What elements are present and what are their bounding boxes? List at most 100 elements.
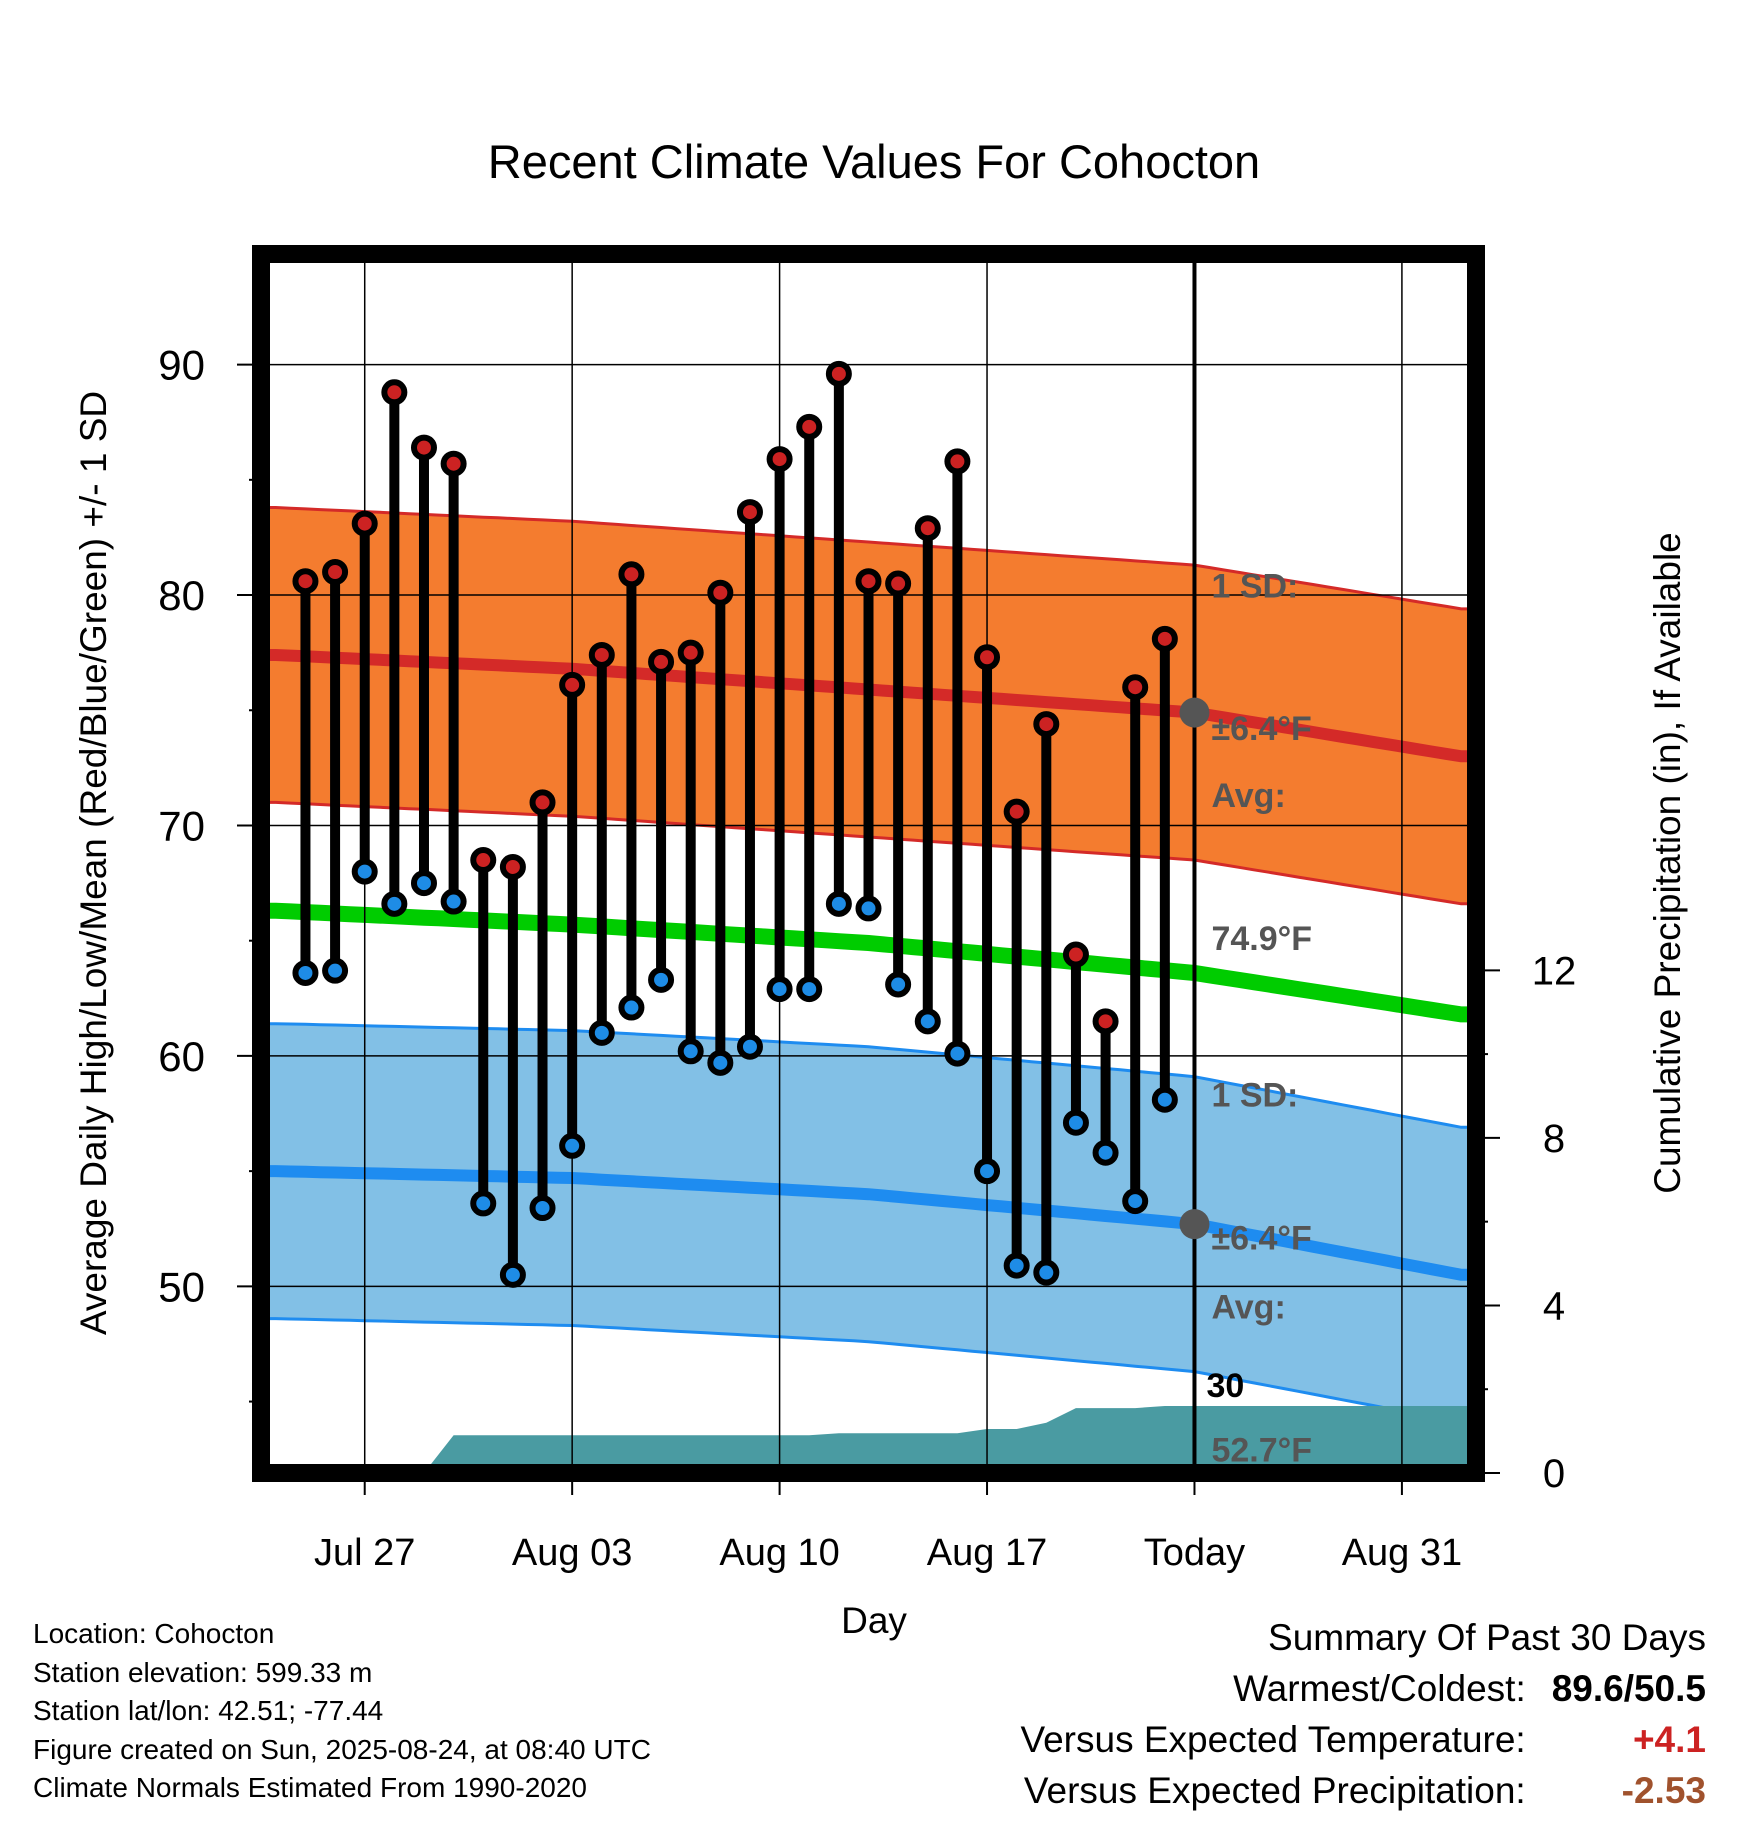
daily-high-point — [470, 847, 497, 874]
daily-high-point — [1003, 798, 1030, 825]
chart-title: Recent Climate Values For Cohocton — [488, 135, 1260, 188]
left-tick-label: 90 — [158, 342, 205, 389]
precip-vs-expected-value: -2.53 — [1621, 1770, 1706, 1811]
high-upper-sd-line — [261, 506, 1476, 611]
daily-low-point — [1092, 1139, 1119, 1166]
normal-mean-line — [261, 902, 1476, 1023]
left-y-axis-label: Average Daily High/Low/Mean (Red/Blue/Gr… — [73, 391, 114, 1335]
today-normal-low-marker — [1179, 1209, 1210, 1240]
high-avg-annotation: Avg: 74.9°F — [1211, 777, 1312, 958]
left-tick-label: 50 — [158, 1263, 205, 1310]
today-normal-high-marker — [1179, 697, 1210, 728]
plot-frame — [252, 245, 1485, 1482]
daily-high-point — [499, 853, 526, 880]
daily-low-point — [974, 1158, 1001, 1185]
daily-low-point — [470, 1190, 497, 1217]
daily-low-point — [648, 966, 675, 993]
right-tick-label: 8 — [1543, 1117, 1565, 1161]
daily-high-point — [559, 671, 586, 698]
daily-low-point — [529, 1195, 556, 1221]
x-tick-label: Today — [1144, 1532, 1245, 1574]
daily-low-point — [618, 994, 645, 1021]
low-avg-annotation: Avg: 52.7°F — [1211, 1289, 1312, 1470]
x-tick-label: Aug 17 — [927, 1532, 1047, 1574]
daily-high-point — [796, 413, 823, 440]
right-tick-label: 12 — [1532, 949, 1577, 993]
summary-temp: Versus Expected Temperature: +4.1 — [1020, 1714, 1706, 1765]
right-tick-label: 4 — [1543, 1284, 1565, 1328]
daily-high-point — [410, 434, 437, 461]
info-created: Figure created on Sun, 2025-08-24, at 08… — [33, 1733, 651, 1765]
daily-low-point — [736, 1033, 763, 1060]
daily-low-point — [1033, 1259, 1060, 1286]
daily-low-point — [796, 976, 823, 1003]
warm-cold-label: Warmest/Coldest: — [1233, 1668, 1526, 1709]
daily-high-point — [381, 379, 408, 406]
daily-low-point — [322, 957, 349, 984]
daily-high-point — [885, 570, 912, 597]
daily-high-point — [974, 644, 1001, 671]
daily-low-point — [766, 976, 793, 1003]
warm-cold-value: 89.6/50.5 — [1551, 1668, 1706, 1709]
x-axis-label: Day — [841, 1600, 907, 1641]
daily-low-point — [914, 1008, 941, 1035]
daily-low-point — [1062, 1109, 1089, 1136]
precip-window-annotation: 30 Days — [1206, 1367, 1287, 1548]
left-tick-label: 80 — [158, 572, 205, 619]
precip-vs-expected-label: Versus Expected Precipitation: — [1023, 1770, 1526, 1811]
daily-low-point — [351, 858, 378, 885]
info-normals: Climate Normals Estimated From 1990-2020 — [33, 1772, 587, 1803]
x-tick-label: Aug 31 — [1342, 1532, 1462, 1574]
daily-high-point — [736, 499, 763, 526]
daily-low-point — [410, 870, 437, 897]
low-sd-band — [261, 1023, 1476, 1423]
daily-high-point — [648, 648, 675, 675]
low-lower-sd-line — [261, 1317, 1476, 1424]
daily-high-point — [351, 510, 378, 537]
daily-high-point — [588, 641, 615, 668]
summary-panel: Summary Of Past 30 Days Warmest/Coldest:… — [1020, 1612, 1706, 1816]
daily-high-point — [1151, 625, 1178, 652]
normal-low-line — [261, 1165, 1476, 1281]
daily-high-point — [1092, 1008, 1119, 1035]
daily-high-point — [618, 561, 645, 588]
daily-low-point — [381, 890, 408, 917]
low-sd-annotation: 1 SD: ±6.4°F — [1211, 1077, 1311, 1258]
info-location: Location: Cohocton — [33, 1618, 275, 1649]
daily-high-point — [944, 448, 971, 475]
daily-high-point — [529, 789, 556, 816]
low-upper-sd-line — [261, 1022, 1476, 1129]
daily-low-point — [588, 1019, 615, 1046]
x-tick-label: Aug 03 — [512, 1532, 632, 1574]
daily-high-point — [322, 559, 349, 585]
info-elevation: Station elevation: 599.33 m — [33, 1656, 373, 1688]
station-info: Location: Cohocton Station elevation: 59… — [33, 1615, 651, 1808]
left-tick-label: 60 — [158, 1033, 205, 1080]
daily-high-point — [825, 360, 852, 387]
daily-high-point — [914, 515, 941, 542]
x-tick-label: Jul 27 — [314, 1532, 415, 1574]
daily-low-point — [944, 1040, 971, 1067]
daily-high-point — [440, 450, 467, 477]
daily-low-point — [292, 959, 319, 986]
right-tick-label: 0 — [1543, 1452, 1565, 1496]
daily-low-point — [1151, 1086, 1178, 1113]
daily-low-point — [499, 1261, 526, 1288]
summary-warm-cold: Warmest/Coldest: 89.6/50.5 — [1020, 1663, 1706, 1714]
daily-low-point — [825, 890, 852, 917]
cumulative-precip-area — [275, 1406, 1476, 1473]
summary-title: Summary Of Past 30 Days — [1268, 1617, 1706, 1658]
temp-vs-expected-label: Versus Expected Temperature: — [1020, 1719, 1526, 1760]
daily-low-point — [855, 895, 882, 922]
left-tick-label: 70 — [158, 802, 205, 849]
info-latlon: Station lat/lon: 42.51; -77.44 — [33, 1695, 384, 1726]
x-tick-label: Aug 10 — [719, 1532, 839, 1574]
daily-high-point — [1033, 711, 1060, 738]
daily-low-point — [707, 1049, 734, 1076]
daily-high-point — [707, 579, 734, 606]
right-y-axis-label: Cumulative Precipitation (in), If Availa… — [1647, 532, 1688, 1194]
daily-low-point — [1003, 1252, 1030, 1279]
daily-low-point — [440, 888, 467, 915]
daily-high-point — [677, 639, 704, 666]
